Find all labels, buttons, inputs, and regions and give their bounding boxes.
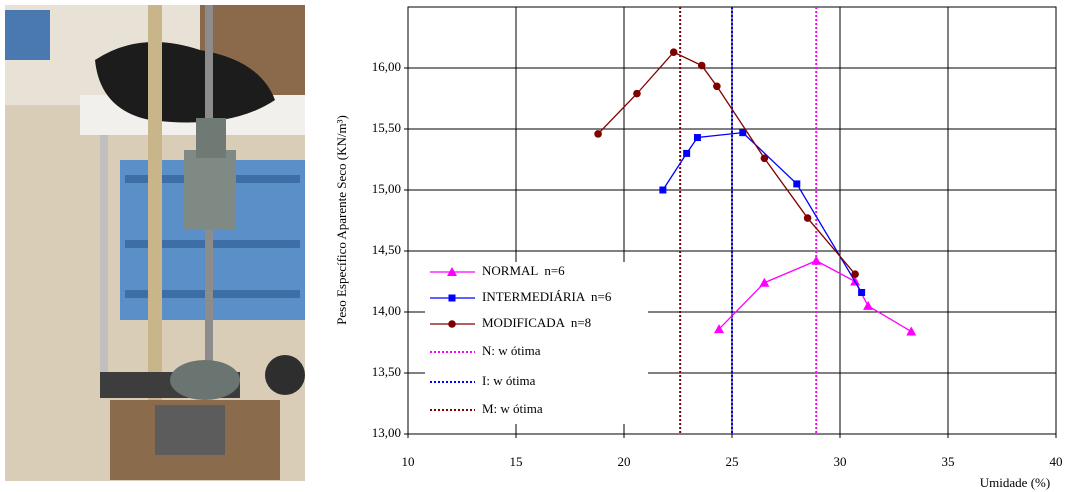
photo xyxy=(5,5,305,481)
marker xyxy=(906,326,917,336)
marker xyxy=(594,130,602,138)
x-tick-label: 25 xyxy=(726,454,739,469)
marker xyxy=(858,288,866,296)
marker xyxy=(448,294,456,302)
x-tick-label: 20 xyxy=(618,454,631,469)
marker xyxy=(683,149,691,157)
series-line xyxy=(718,260,912,333)
marker xyxy=(448,320,456,328)
x-tick-label: 35 xyxy=(942,454,955,469)
legend-box xyxy=(425,262,648,424)
x-tick-label: 10 xyxy=(402,454,415,469)
marker xyxy=(713,82,721,91)
marker xyxy=(759,277,770,287)
marker xyxy=(793,180,801,188)
x-axis-title: Umidade (%) xyxy=(980,475,1050,490)
x-tick-label: 40 xyxy=(1050,454,1063,469)
legend-label: N: w ótima xyxy=(482,343,541,358)
legend-label: MODIFICADA n=8 xyxy=(482,315,591,330)
marker xyxy=(863,300,874,310)
legend-label: INTERMEDIÁRIA n=6 xyxy=(482,289,612,304)
marker xyxy=(811,255,822,265)
y-tick-label: 14,50 xyxy=(372,242,401,257)
legend-label: NORMAL n=6 xyxy=(482,263,565,278)
y-axis-title: Peso Específico Aparente Seco (KN/m³) xyxy=(334,115,349,325)
marker xyxy=(633,89,641,98)
y-tick-label: 14,00 xyxy=(372,303,401,318)
x-tick-label: 15 xyxy=(510,454,523,469)
marker xyxy=(760,154,769,163)
x-tick-label: 30 xyxy=(834,454,847,469)
marker xyxy=(714,324,725,334)
marker xyxy=(669,48,678,56)
series-line xyxy=(662,131,863,293)
marker xyxy=(803,214,812,222)
legend-label: I: w ótima xyxy=(482,373,536,388)
legend-label: M: w ótima xyxy=(482,401,543,416)
y-tick-label: 15,00 xyxy=(372,181,401,196)
marker xyxy=(697,61,706,70)
y-tick-label: 15,50 xyxy=(372,120,401,135)
marker xyxy=(659,186,667,194)
marker xyxy=(693,134,701,142)
marker xyxy=(851,270,859,278)
marker xyxy=(447,267,457,276)
y-tick-label: 16,00 xyxy=(372,59,401,74)
marker xyxy=(739,129,747,137)
y-tick-label: 13,50 xyxy=(372,364,401,379)
y-tick-label: 13,00 xyxy=(372,425,401,440)
series-line xyxy=(597,51,856,275)
